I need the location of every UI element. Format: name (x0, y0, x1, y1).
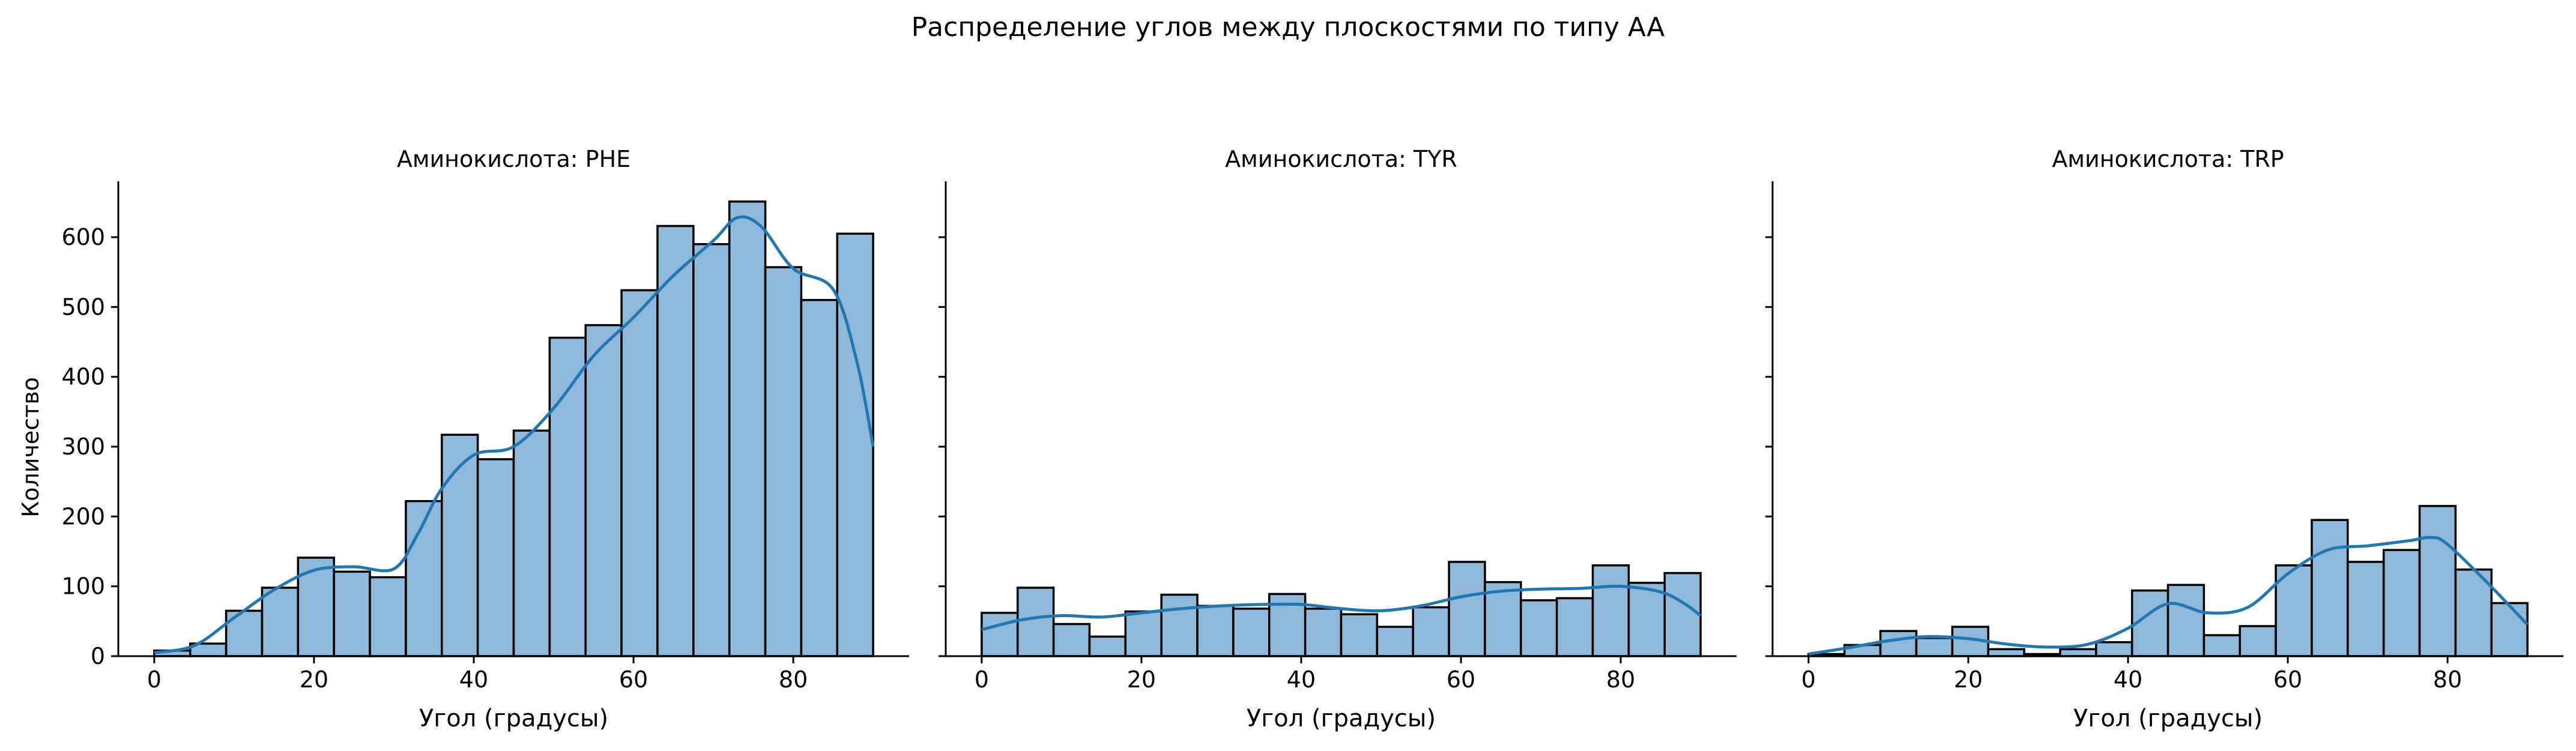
kde-line (1808, 535, 2529, 656)
x-tick-label: 20 (1954, 666, 1983, 693)
histogram-bar (512, 429, 551, 657)
histogram-bar (2095, 641, 2133, 657)
histogram-bar (261, 587, 300, 657)
x-tick-label: 80 (2433, 666, 2462, 693)
y-tick-label: 400 (61, 364, 105, 390)
histogram-bar (548, 336, 587, 657)
histogram-bar (2203, 634, 2241, 657)
x-tick-label: 80 (1606, 666, 1635, 693)
x-tick-label: 20 (300, 666, 328, 693)
histogram-bar (476, 458, 515, 657)
y-tick-label: 600 (61, 224, 105, 250)
histogram-bar (2490, 602, 2529, 657)
histogram-bars (1807, 505, 2529, 657)
x-axis-label: Угол (градусы) (419, 705, 608, 732)
x-tick-label: 0 (1801, 666, 1816, 693)
histogram-bar (2418, 505, 2457, 657)
x-tick-label: 20 (1127, 666, 1156, 693)
panel-title: Аминокислота: PHE (397, 146, 630, 172)
histogram-bar (1879, 630, 1918, 657)
y-tick-label: 200 (61, 503, 105, 529)
x-tick-label: 40 (2114, 666, 2142, 693)
histogram-bar (1448, 561, 1486, 657)
y-tick-label: 0 (91, 643, 105, 669)
y-axis-label: Количество (17, 377, 44, 517)
histogram-bar (1412, 606, 1450, 657)
histogram-bar (1555, 597, 1594, 657)
histogram-bar (1340, 613, 1379, 657)
x-tick-label: 60 (2273, 666, 2302, 693)
histogram-bars (153, 200, 874, 657)
panel-title: Аминокислота: TYR (1225, 146, 1457, 172)
histogram-bar (584, 324, 623, 657)
x-tick-label: 40 (1287, 666, 1316, 693)
panel-title: Аминокислота: TRP (2052, 146, 2284, 172)
panel-2: Аминокислота: TYR 0 20 40 60 80 Угол (градусы) (939, 146, 1737, 732)
histogram-bar (2059, 648, 2097, 657)
histogram-bar (981, 612, 1019, 657)
histogram-bar (1591, 564, 1630, 657)
histogram-bar (1016, 587, 1055, 657)
histogram-bar (728, 200, 767, 657)
histogram-bar (1052, 623, 1091, 657)
histogram-bar (1627, 582, 1666, 657)
histogram-bar (2239, 625, 2277, 657)
histogram-bar (656, 225, 695, 657)
x-tick-label: 0 (147, 666, 162, 693)
x-tick-label: 60 (1447, 666, 1475, 693)
histogram-bar (620, 289, 659, 657)
x-tick-label: 40 (459, 666, 488, 693)
histogram-bar (1160, 593, 1199, 657)
histogram-bar (836, 232, 874, 657)
x-axis-label: Угол (градусы) (1247, 705, 1436, 732)
histogram-bar (1376, 626, 1414, 657)
y-tick-label: 100 (61, 573, 105, 600)
kde-line (981, 585, 1702, 632)
histogram-bar (1987, 648, 2025, 657)
kde-line (154, 215, 875, 654)
histogram-bar (1124, 610, 1163, 657)
histogram-bar (1915, 637, 1954, 657)
y-tick-label: 500 (61, 294, 105, 320)
histogram-bar (800, 299, 839, 657)
panel-1: Аминокислота: PHE 0 20 40 60 80 0 100 200 300 400 5… (61, 146, 909, 732)
x-tick-label: 80 (779, 666, 808, 693)
histogram-bar (2347, 561, 2385, 657)
histogram-bar (225, 609, 264, 657)
histogram-bar (1196, 605, 1235, 657)
histogram-bar (1663, 572, 1702, 657)
y-tick-label: 300 (61, 433, 105, 460)
figure-title: Распределение углов между плоскостями по… (912, 12, 1665, 43)
histogram-bar (1088, 635, 1127, 657)
histogram-bar (1520, 599, 1558, 657)
histogram-bar (2166, 584, 2206, 657)
x-tick-label: 0 (975, 666, 989, 693)
x-axis-label: Угол (градусы) (2073, 705, 2263, 732)
panel-3: Аминокислота: TRP 0 20 40 60 80 Угол (градусы) (1765, 146, 2563, 732)
histogram-bar (2311, 519, 2349, 657)
x-tick-label: 60 (619, 666, 648, 693)
histogram-bar (369, 576, 407, 657)
histogram-bar (692, 243, 731, 657)
histogram-bar (1304, 608, 1343, 657)
histogram-bar (1232, 608, 1271, 657)
histogram-bar (764, 266, 803, 657)
histogram-bar (333, 570, 371, 657)
histogram-bar (2382, 549, 2421, 657)
